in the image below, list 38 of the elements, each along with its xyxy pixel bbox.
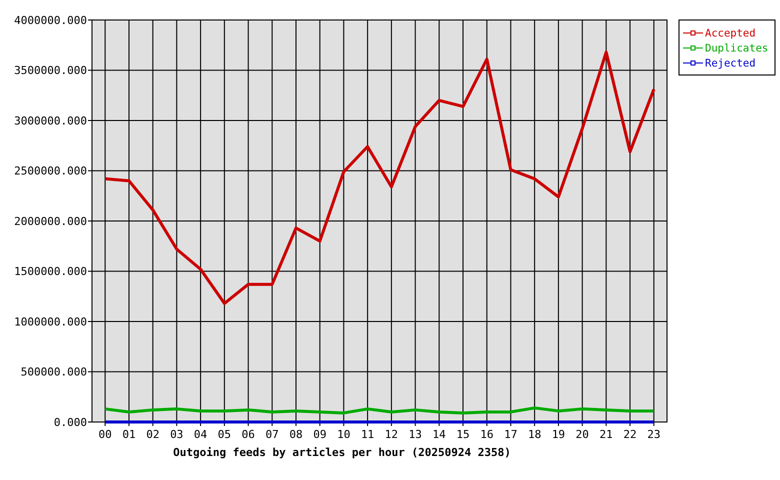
x-tick-label: 02 [146,428,160,441]
line-series [104,50,656,305]
x-tick-label: 12 [384,428,398,441]
x-tick-label: 18 [528,428,542,441]
legend-label: Duplicates [705,42,768,55]
x-tick-label: 08 [289,428,303,441]
x-tick-label: 17 [504,428,518,441]
x-tick-label: 20 [576,428,589,441]
x-tick-label: 11 [360,428,374,441]
x-tick-label: 14 [432,428,446,441]
y-tick-label: 3000000.000 [14,114,87,128]
legend-label: Accepted [705,28,756,40]
x-tick-label: 03 [170,428,184,441]
y-tick-label: 2500000.000 [14,164,87,178]
x-tick-label: 05 [218,428,232,441]
x-tick-label: 22 [623,428,637,441]
x-tick-label: 01 [122,428,136,441]
x-tick-label: 00 [98,428,112,441]
x-tick-label: 04 [194,428,208,441]
x-tick-label: 23 [647,428,661,441]
y-tick-label: 0.000 [54,416,87,429]
x-tick-label: 06 [242,428,255,441]
y-tick-label: 4000000.000 [14,14,87,27]
x-tick-label: 07 [266,428,279,441]
y-tick-label: 2000000.000 [14,214,87,228]
x-tick-label: 19 [552,428,566,441]
x-tick-label: 09 [313,428,326,441]
legend-label: Rejected [705,58,756,70]
x-tick-label: 15 [456,428,470,441]
x-tick-label: 16 [480,428,494,441]
y-tick-label: 3500000.000 [14,64,87,78]
y-tick-label: 1500000.000 [14,265,87,278]
x-tick-label: 21 [600,428,613,441]
x-tick-label: 10 [337,428,350,441]
y-tick-label: 500000.000 [20,366,87,379]
x-tick-label: 13 [408,428,422,441]
text: Outgoing feeds by articles per hour (20250924 2358) [173,446,511,459]
y-tick-label: 1000000.000 [14,315,87,328]
